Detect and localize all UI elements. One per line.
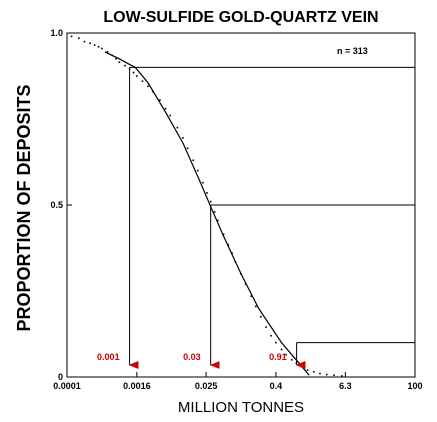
x-axis-label: MILLION TONNES xyxy=(178,399,304,416)
y-tick-label: 1.0 xyxy=(50,28,63,38)
x-tick-label: 6.3 xyxy=(339,381,352,391)
data-point xyxy=(83,40,86,43)
data-point xyxy=(93,44,96,46)
data-point xyxy=(78,37,80,39)
data-point xyxy=(164,107,167,110)
data-point xyxy=(250,295,253,297)
y-tick-label: 0 xyxy=(58,372,63,382)
data-point xyxy=(255,305,257,308)
x-tick-label: 0.0001 xyxy=(53,381,81,391)
data-point xyxy=(290,359,293,361)
data-point xyxy=(227,243,229,246)
observed-points xyxy=(70,35,343,377)
y-axis-ticks: 0 0.5 1.0 xyxy=(50,28,72,382)
percentile-label: 0.03 xyxy=(183,352,201,362)
data-point xyxy=(209,200,212,203)
percentile-label: 0.001 xyxy=(97,352,120,362)
data-point xyxy=(197,169,199,172)
data-point xyxy=(70,35,73,38)
data-point xyxy=(192,159,195,162)
percentile-markers: 0.001 0.03 0.91 xyxy=(97,66,415,369)
data-point xyxy=(186,147,189,150)
x-tick-label: 0.025 xyxy=(195,381,218,391)
data-point xyxy=(89,42,91,45)
data-point xyxy=(325,373,328,376)
data-point xyxy=(124,64,126,67)
y-tick-label: 0.5 xyxy=(50,200,63,210)
data-point xyxy=(97,45,100,48)
data-point xyxy=(147,85,149,88)
x-tick-label: 0.4 xyxy=(270,381,283,391)
data-point xyxy=(275,341,277,344)
data-point xyxy=(270,334,272,337)
chart-title: LOW-SULFIDE GOLD-QUARTZ VEIN xyxy=(103,9,378,26)
data-point xyxy=(202,181,204,184)
data-point xyxy=(260,316,262,318)
data-point xyxy=(265,326,267,328)
data-point xyxy=(176,126,179,129)
data-point xyxy=(132,71,135,74)
x-tick-label: 100 xyxy=(407,381,422,391)
fitted-curve xyxy=(104,51,310,376)
data-point xyxy=(182,137,184,139)
data-point xyxy=(141,80,144,82)
data-point xyxy=(101,47,103,50)
data-point xyxy=(169,114,171,117)
x-tick-label: 0.0016 xyxy=(123,381,151,391)
data-point xyxy=(115,58,117,60)
data-point xyxy=(118,61,121,64)
data-point xyxy=(319,372,321,375)
data-point xyxy=(222,233,225,236)
percentile-label: 0.91 xyxy=(269,352,287,362)
data-point xyxy=(313,371,315,373)
data-point xyxy=(341,375,343,377)
y-axis-label: PROPORTION OF DEPOSITS xyxy=(14,84,34,331)
data-point xyxy=(217,219,219,222)
data-point xyxy=(333,374,335,377)
data-point xyxy=(285,353,287,356)
data-point xyxy=(213,211,216,213)
data-point xyxy=(280,348,283,351)
x-axis-ticks: 0.0001 0.0016 0.025 0.4 6.3 100 xyxy=(53,372,423,391)
data-point xyxy=(106,51,109,53)
data-point xyxy=(306,369,309,371)
data-point xyxy=(159,99,161,101)
sample-size-label: n = 313 xyxy=(337,46,368,56)
data-point xyxy=(136,75,138,77)
data-point xyxy=(206,192,208,194)
